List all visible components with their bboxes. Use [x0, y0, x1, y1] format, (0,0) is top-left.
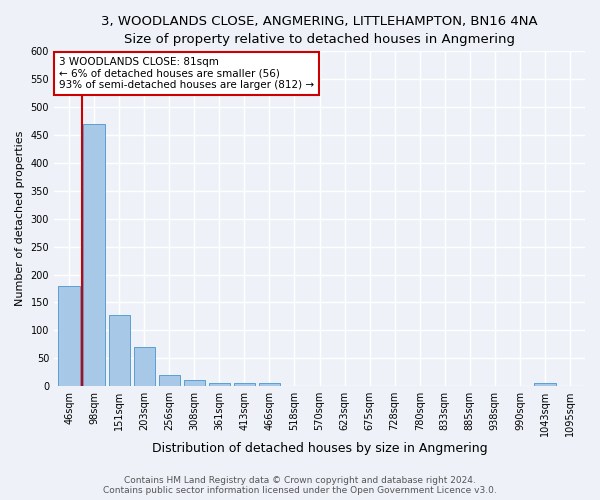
Bar — [184, 380, 205, 386]
Bar — [259, 384, 280, 386]
Bar — [83, 124, 105, 386]
Title: 3, WOODLANDS CLOSE, ANGMERING, LITTLEHAMPTON, BN16 4NA
Size of property relative: 3, WOODLANDS CLOSE, ANGMERING, LITTLEHAM… — [101, 15, 538, 46]
Bar — [209, 383, 230, 386]
Bar — [158, 375, 180, 386]
Y-axis label: Number of detached properties: Number of detached properties — [15, 131, 25, 306]
Text: Contains HM Land Registry data © Crown copyright and database right 2024.
Contai: Contains HM Land Registry data © Crown c… — [103, 476, 497, 495]
Bar — [534, 383, 556, 386]
Bar — [234, 384, 255, 386]
Bar — [58, 286, 80, 386]
Bar — [134, 347, 155, 386]
X-axis label: Distribution of detached houses by size in Angmering: Distribution of detached houses by size … — [152, 442, 487, 455]
Bar — [109, 315, 130, 386]
Text: 3 WOODLANDS CLOSE: 81sqm
← 6% of detached houses are smaller (56)
93% of semi-de: 3 WOODLANDS CLOSE: 81sqm ← 6% of detache… — [59, 57, 314, 90]
